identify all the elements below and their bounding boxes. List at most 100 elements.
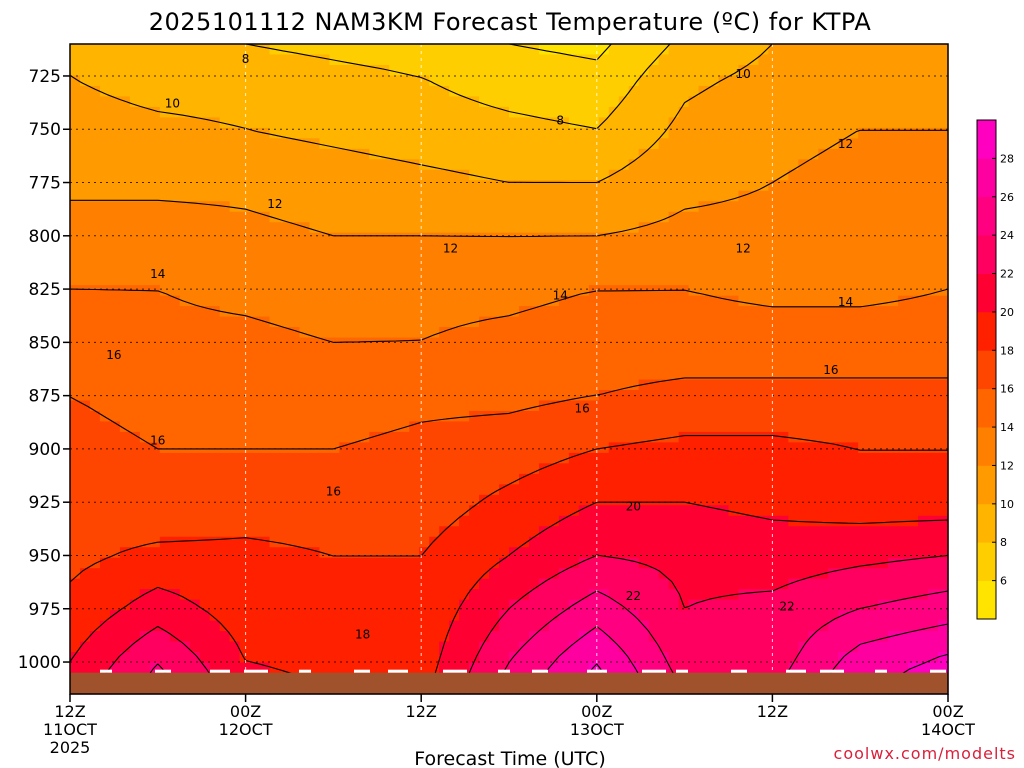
temperature-cell: [419, 557, 430, 569]
temperature-cell: [249, 75, 261, 87]
temperature-cell: [119, 568, 131, 580]
temperature-cell: [359, 285, 370, 297]
temperature-cell: [70, 536, 81, 548]
temperature-cell: [688, 222, 700, 234]
temperature-cell: [748, 264, 760, 276]
temperature-cell: [698, 106, 710, 118]
temperature-cell: [858, 44, 869, 56]
temperature-cell: [279, 452, 291, 464]
temperature-cell: [99, 473, 111, 485]
temperature-cell: [798, 138, 809, 150]
temperature-cell: [199, 264, 211, 276]
temperature-cell: [109, 44, 121, 56]
temperature-cell: [279, 547, 291, 559]
temperature-cell: [558, 505, 570, 517]
temperature-cell: [70, 295, 81, 307]
temperature-cell: [888, 568, 899, 580]
temperature-cell: [339, 222, 350, 234]
temperature-cell: [499, 44, 510, 56]
temperature-cell: [369, 526, 380, 538]
temperature-cell: [449, 306, 460, 318]
temperature-cell: [259, 620, 271, 632]
temperature-cell: [139, 54, 151, 66]
temperature-cell: [548, 515, 560, 527]
temperature-cell: [199, 389, 211, 402]
temperature-cell: [119, 327, 131, 339]
temperature-cell: [179, 358, 191, 370]
temperature-cell: [129, 243, 141, 255]
temperature-cell: [648, 201, 660, 213]
temperature-cell: [708, 85, 720, 98]
temperature-cell: [79, 557, 91, 569]
temperature-cell: [568, 127, 580, 139]
temperature-cell: [808, 568, 819, 580]
temperature-cell: [768, 201, 779, 213]
temperature-cell: [189, 54, 201, 66]
temperature-cell: [698, 620, 710, 632]
temperature-cell: [688, 473, 700, 485]
temperature-cell: [618, 400, 630, 412]
temperature-cell: [908, 243, 919, 255]
temperature-cell: [199, 274, 211, 286]
temperature-cell: [109, 264, 121, 276]
temperature-cell: [419, 505, 430, 517]
temperature-cell: [499, 536, 510, 548]
temperature-cell: [229, 316, 241, 328]
temperature-cell: [309, 515, 321, 527]
temperature-cell: [678, 327, 690, 339]
temperature-cell: [349, 96, 360, 108]
temperature-cell: [179, 599, 191, 611]
temperature-cell: [578, 389, 590, 402]
temperature-cell: [808, 127, 819, 139]
temperature-cell: [99, 400, 111, 412]
temperature-cell: [149, 410, 161, 423]
temperature-cell: [139, 96, 151, 108]
temperature-cell: [429, 148, 440, 160]
temperature-cell: [389, 547, 400, 559]
temperature-cell: [509, 536, 520, 548]
temperature-cell: [389, 85, 400, 98]
temperature-cell: [79, 452, 91, 464]
temperature-cell: [628, 421, 640, 433]
temperature-cell: [329, 369, 340, 381]
temperature-cell: [269, 253, 281, 265]
temperature-cell: [638, 389, 650, 402]
temperature-cell: [718, 431, 730, 443]
temperature-cell: [439, 316, 450, 328]
temperature-cell: [688, 599, 700, 611]
temperature-cell: [628, 337, 640, 349]
temperature-cell: [638, 369, 650, 381]
temperature-cell: [558, 578, 570, 590]
temperature-cell: [469, 201, 480, 213]
temperature-cell: [229, 431, 241, 443]
temperature-cell: [608, 610, 620, 622]
temperature-cell: [269, 379, 281, 391]
temperature-cell: [339, 463, 350, 475]
temperature-cell: [279, 610, 291, 622]
temperature-cell: [778, 295, 789, 307]
temperature-cell: [638, 568, 650, 580]
temperature-cell: [898, 285, 909, 297]
temperature-cell: [89, 54, 101, 66]
temperature-cell: [528, 410, 540, 423]
temperature-cell: [608, 620, 620, 632]
temperature-cell: [738, 494, 750, 506]
temperature-cell: [189, 526, 201, 538]
temperature-cell: [309, 264, 321, 276]
temperature-cell: [309, 138, 321, 150]
temperature-cell: [129, 44, 141, 56]
temperature-cell: [389, 285, 400, 297]
temperature-cell: [788, 400, 799, 412]
temperature-cell: [499, 264, 510, 276]
temperature-cell: [708, 515, 720, 527]
temperature-cell: [459, 117, 470, 129]
temperature-cell: [848, 138, 859, 150]
temperature-cell: [449, 243, 460, 255]
temperature-cell: [858, 557, 869, 569]
temperature-cell: [329, 44, 340, 56]
temperature-cell: [658, 106, 670, 118]
temperature-cell: [389, 264, 400, 276]
temperature-cell: [758, 337, 770, 349]
temperature-cell: [399, 222, 410, 234]
temperature-cell: [898, 410, 909, 423]
